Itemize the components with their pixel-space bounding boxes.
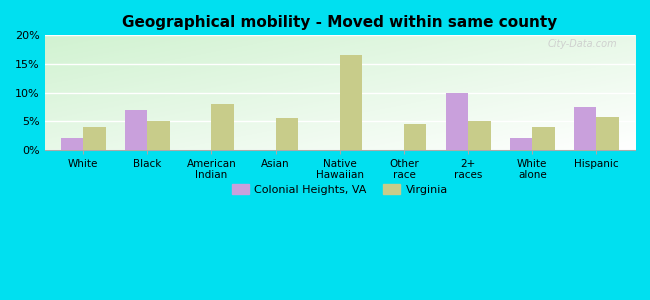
Bar [340,55,362,150]
Bar [510,138,532,150]
Bar [83,127,105,150]
Bar [446,92,468,150]
Bar [597,116,619,150]
Bar [148,121,170,150]
Bar [276,118,298,150]
Bar [574,107,597,150]
Title: Geographical mobility - Moved within same county: Geographical mobility - Moved within sam… [122,15,558,30]
Bar [60,138,83,150]
Bar [211,104,234,150]
Bar [532,127,555,150]
Bar [468,121,491,150]
Bar [404,124,426,150]
Text: City-Data.com: City-Data.com [548,39,617,49]
Legend: Colonial Heights, VA, Virginia: Colonial Heights, VA, Virginia [227,179,452,199]
Bar [125,110,148,150]
